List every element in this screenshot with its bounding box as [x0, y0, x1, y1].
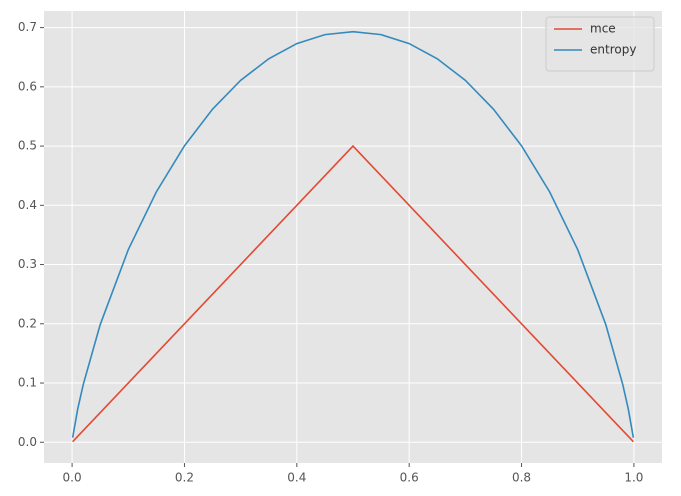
y-tick-label: 0.1 — [18, 376, 37, 390]
y-tick-label: 0.2 — [18, 316, 37, 330]
plot-area — [44, 11, 662, 463]
legend: mce entropy — [545, 16, 655, 72]
legend-box — [545, 16, 655, 72]
x-tick-label: 0.2 — [175, 471, 194, 485]
legend-label: mce — [590, 22, 616, 36]
y-tick-label: 0.3 — [18, 257, 37, 271]
y-tick-label: 0.5 — [18, 139, 37, 153]
x-tick-label: 0.0 — [63, 471, 82, 485]
x-tick-label: 0.6 — [400, 471, 419, 485]
y-tick-label: 0.0 — [18, 435, 37, 449]
line-series — [71, 30, 635, 438]
x-tick-label: 1.0 — [624, 471, 643, 485]
x-tick-label: 0.8 — [512, 471, 531, 485]
y-tick-label: 0.6 — [18, 79, 37, 93]
y-tick-label: 0.7 — [18, 20, 37, 34]
legend-label: entropy — [590, 43, 636, 57]
line-series — [72, 144, 634, 443]
x-tick-label: 0.4 — [287, 471, 306, 485]
y-tick-label: 0.4 — [18, 198, 37, 212]
